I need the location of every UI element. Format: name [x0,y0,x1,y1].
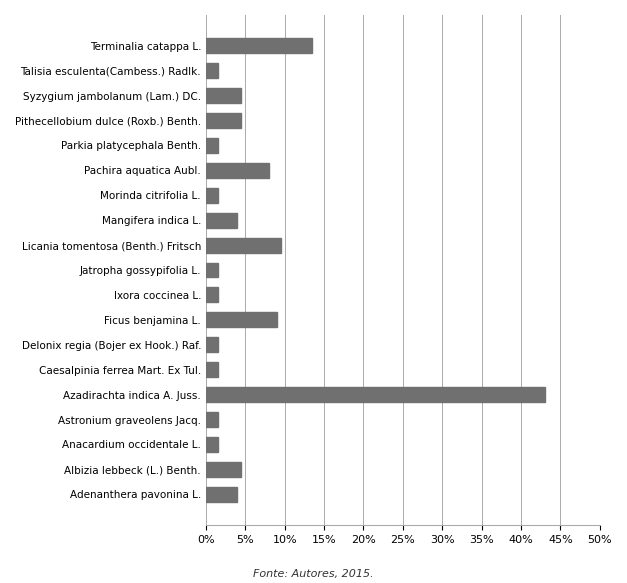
Bar [206,437,218,452]
Bar [206,63,218,78]
Bar [206,262,218,278]
Bar [206,238,281,252]
Bar [206,362,218,377]
Bar [206,487,238,502]
Bar [206,138,218,153]
Bar [206,213,238,227]
Bar [206,412,218,427]
Bar [206,287,218,303]
Bar [206,163,269,178]
Bar [206,113,241,128]
Bar [206,88,241,103]
Bar [206,38,312,53]
Text: Fonte: Autores, 2015.: Fonte: Autores, 2015. [253,569,374,579]
Bar [206,338,218,352]
Bar [206,462,241,477]
Bar [206,312,277,327]
Bar [206,387,545,402]
Bar [206,188,218,203]
